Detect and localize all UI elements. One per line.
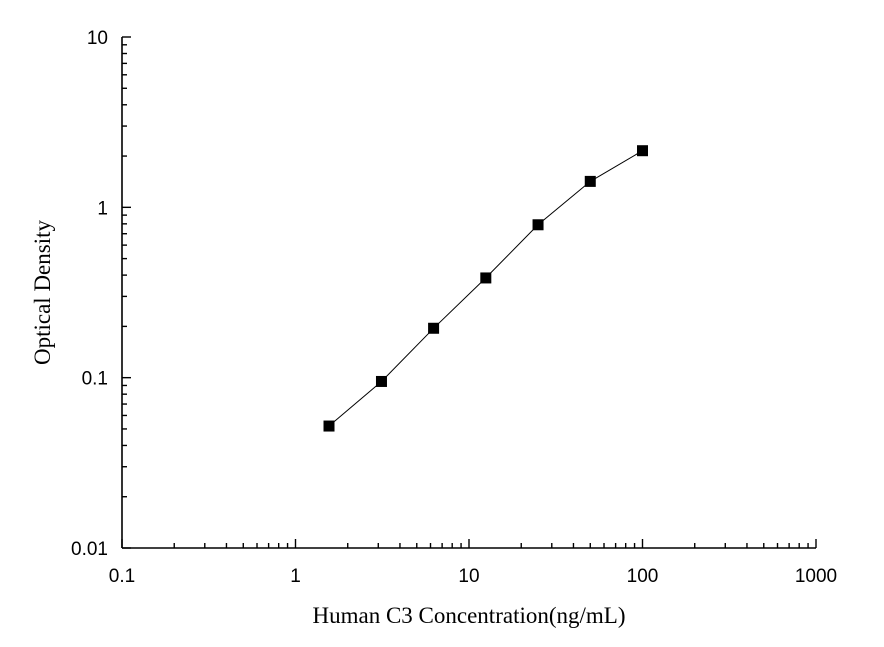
data-point-marker bbox=[532, 219, 544, 231]
y-tick-label: 10 bbox=[87, 28, 108, 49]
x-axis-title: Human C3 Concentration(ng/mL) bbox=[313, 603, 626, 628]
data-point-marker bbox=[480, 272, 492, 284]
x-tick-label: 1 bbox=[290, 566, 301, 587]
ticks bbox=[121, 36, 817, 549]
y-tick-label: 0.1 bbox=[82, 369, 108, 390]
y-axis-title: Optical Density bbox=[30, 220, 55, 365]
x-tick-label: 0.1 bbox=[109, 566, 135, 587]
data-point-marker bbox=[637, 145, 648, 157]
data-point-marker bbox=[323, 420, 335, 432]
x-tick-label: 10 bbox=[458, 566, 479, 587]
x-tick-label: 1000 bbox=[795, 566, 837, 587]
data-point-marker bbox=[584, 175, 596, 187]
y-tick-label: 0.01 bbox=[71, 539, 108, 560]
data-series bbox=[323, 145, 648, 432]
data-point-marker bbox=[375, 375, 387, 387]
y-tick-label: 1 bbox=[97, 198, 108, 219]
data-point-marker bbox=[428, 322, 440, 334]
x-tick-label: 100 bbox=[627, 566, 659, 587]
axes bbox=[121, 37, 816, 549]
